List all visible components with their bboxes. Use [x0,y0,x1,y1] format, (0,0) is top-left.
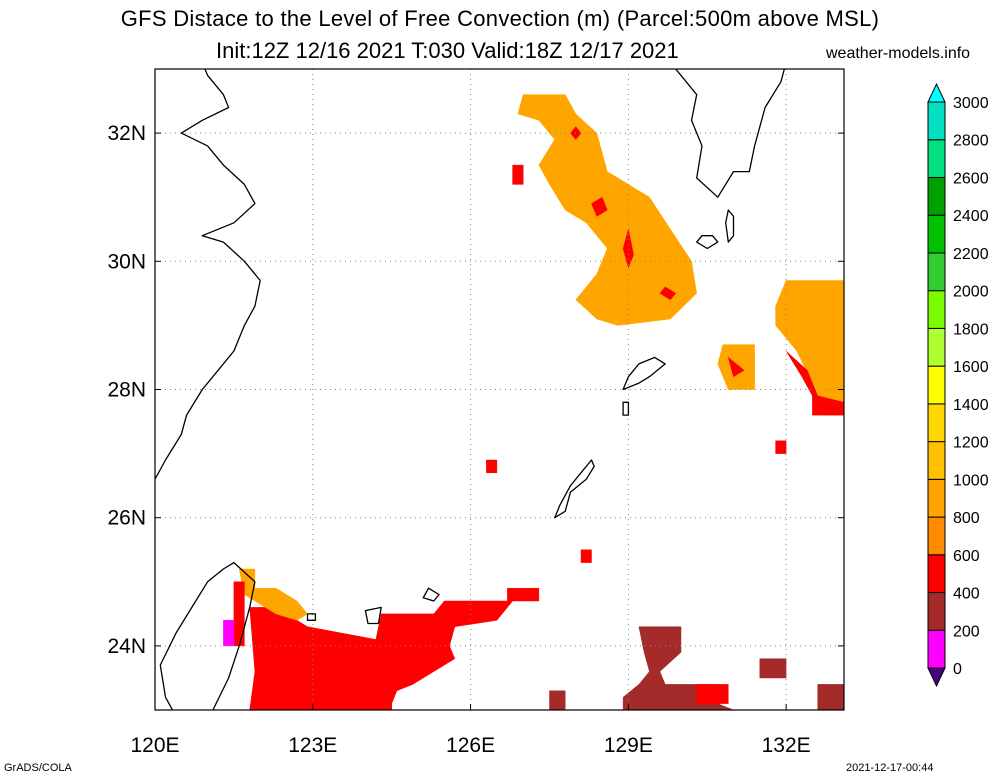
colorbar-label: 2000 [953,284,989,301]
coast-yakushima [696,235,719,250]
colorbar-label: 1400 [953,397,989,414]
field-red-small-130E [696,684,729,704]
lat-tick-label: 26N [107,507,146,530]
lon-tick-label: 126E [446,734,495,757]
coast-kyushu-coast [674,69,786,198]
field-red-dot-25N-128E [580,549,592,563]
coast-tanegashima [725,209,735,243]
coastline-layer [155,69,786,710]
colorbar: 0 200 400 600 800 1000 1200 1400 1600 1800 2000 220… [927,82,989,688]
coast-amami [622,356,666,391]
lat-tick-label: 24N [107,635,146,658]
colorbar-label: 1600 [953,359,989,376]
colorbar-label: 1800 [953,321,989,338]
field-east-edge-red [785,350,844,416]
footer-software: GrADS/COLA [4,762,72,774]
lon-tick-label: 132E [762,734,811,757]
colorbar-swatch [927,478,946,518]
coast-china-coast [155,69,261,480]
coast-tokunoshima [622,401,630,416]
field-plume-red-spot-2 [591,196,608,217]
colorbar-label: 800 [953,510,980,527]
colorbar-label: 2600 [953,170,989,187]
map-title-line2: Init:12Z 12/16 2021 T:030 Valid:18Z 12/1… [216,38,679,63]
colorbar-swatch [927,516,946,556]
colorbar-swatch [927,441,946,480]
coast-ishigaki [364,606,382,625]
field-plume-red-spot-3 [659,286,677,301]
lon-tick-label: 120E [130,734,179,757]
colorbar-label: 200 [953,623,980,640]
lat-tick-label: 30N [107,250,146,273]
colorbar-swatch [927,139,946,178]
colorbar-swatch [927,629,946,669]
lfc-field-layer [223,94,844,710]
field-southern-red-block [249,587,540,710]
colorbar-swatch [927,290,946,329]
field-small-red-box-31N [512,164,524,185]
colorbar-label: 1200 [953,435,989,452]
footer-timestamp: 2021-12-17-00:44 [846,762,934,774]
colorbar-swatch [927,592,946,631]
field-taiwan-magenta [223,620,235,647]
lat-tick-label: 32N [107,122,146,145]
colorbar-label: 400 [953,586,980,603]
field-small-red-28N [727,356,745,378]
colorbar-label: 1000 [953,472,989,489]
field-red-dot-27N-126E [486,459,498,474]
colorbar-swatch [927,403,946,443]
lon-tick-label: 129E [604,734,653,757]
colorbar-swatch [927,365,946,405]
colorbar-label: 600 [953,548,980,565]
colorbar-swatch [927,101,946,141]
colorbar-label: 2400 [953,208,989,225]
colorbar-label: 2800 [953,133,989,150]
lat-lon-grid [155,69,844,710]
field-east-china-sea-main-plume-core [622,229,634,269]
field-brown-small-127E [549,690,566,710]
colorbar-swatch [927,327,946,367]
coast-yonaguni [306,613,317,621]
field-red-dot-27N-132E [775,440,787,454]
axis-labels: 120E 123E 126E 129E 132E 24N 26N 28N 30N 32N [107,122,844,757]
colorbar-label: 0 [953,661,962,678]
colorbar-swatch [927,252,946,292]
lat-tick-label: 28N [107,379,146,402]
colorbar-min-arrow [927,667,946,688]
colorbar-swatch [927,554,946,594]
map-title-line1: GFS Distace to the Level of Free Convect… [120,6,880,31]
coast-okinawa [554,459,595,519]
colorbar-label: 3000 [953,95,989,112]
colorbar-max-arrow [927,82,946,103]
field-brown-small-133E [817,684,844,710]
coast-taiwan-coast [159,561,256,710]
coast-miyako [422,587,440,602]
field-taiwan-red-strip [233,581,245,647]
colorbar-swatch [927,214,946,254]
field-brown-small-132E [759,658,787,679]
colorbar-swatch [927,176,946,216]
colorbar-label: 2200 [953,246,989,263]
site-credit: weather-models.info [826,45,971,62]
lon-tick-label: 123E [288,734,337,757]
